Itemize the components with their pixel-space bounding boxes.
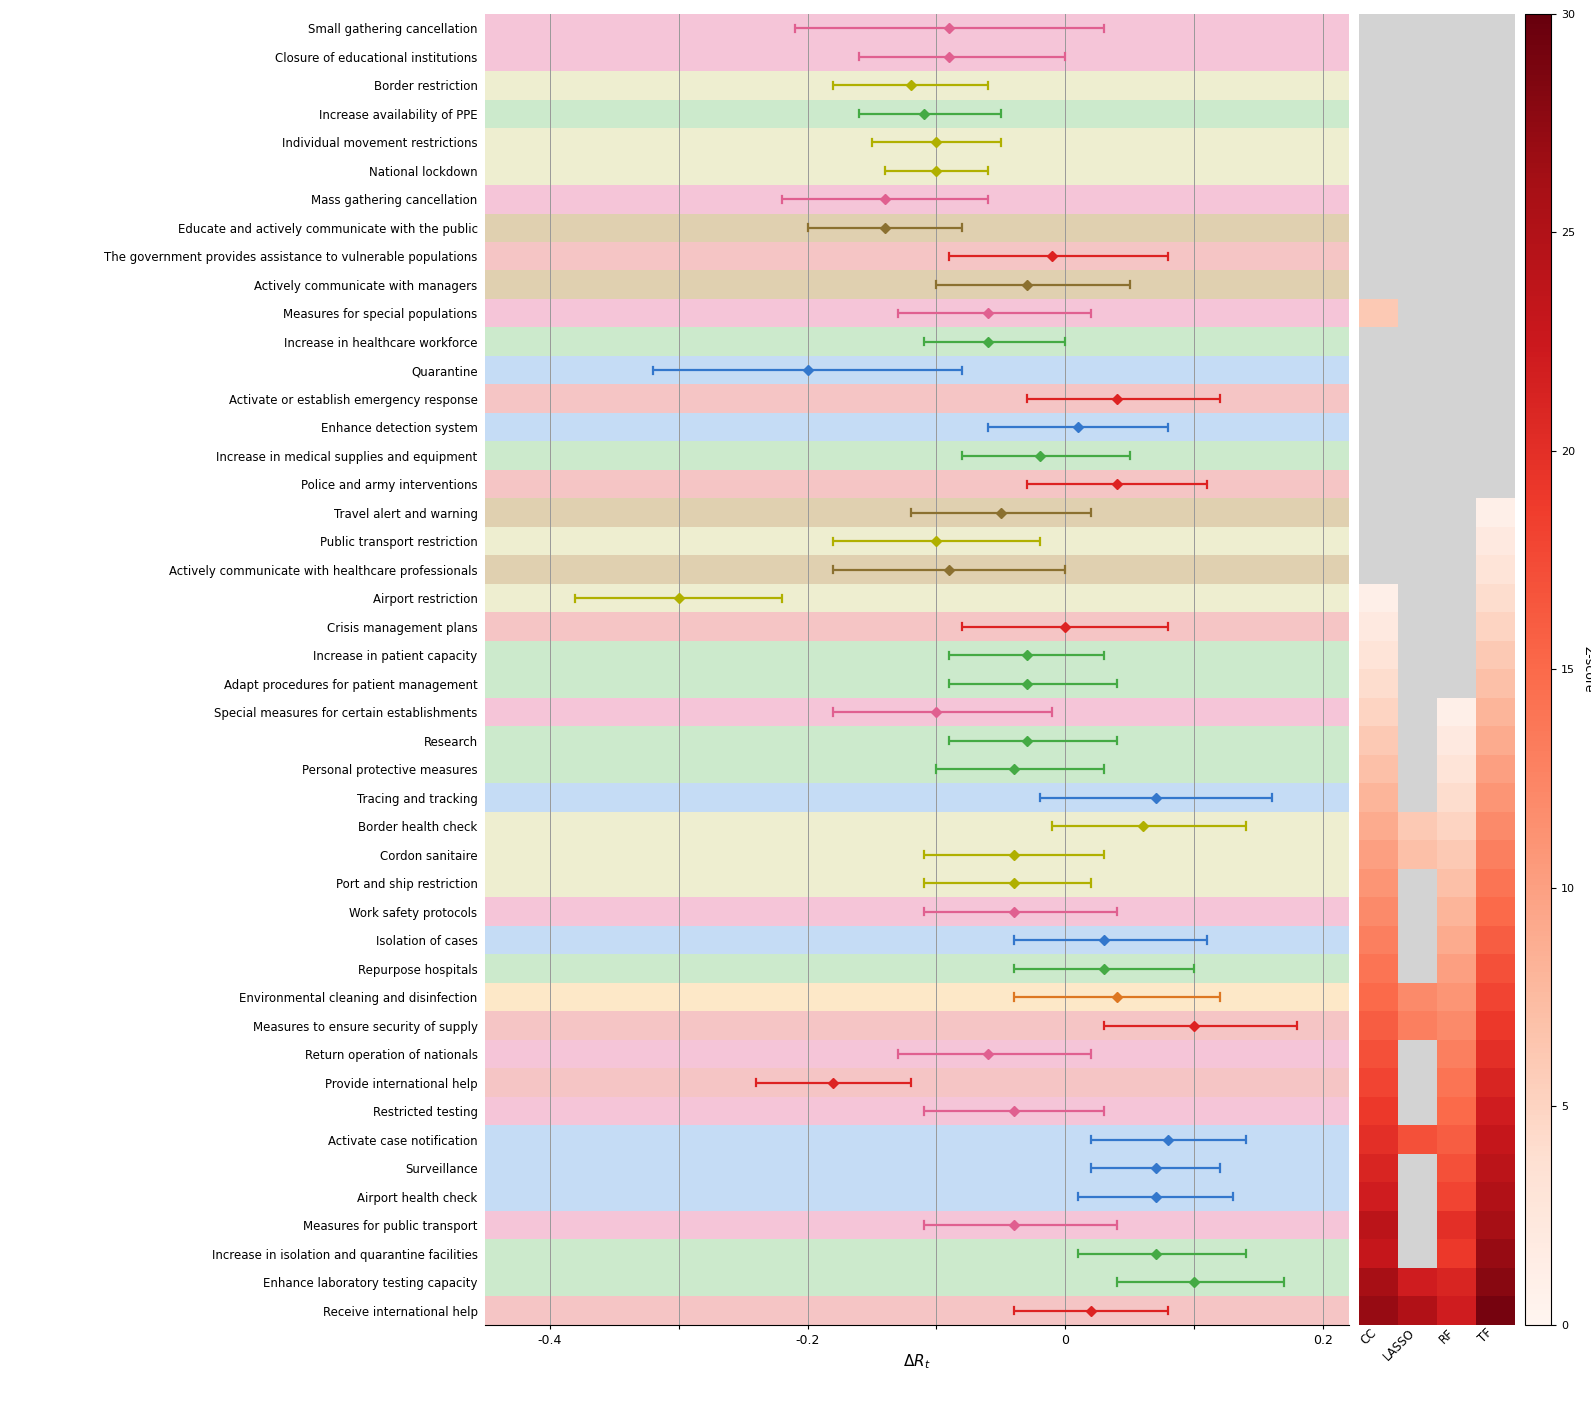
Bar — [1359, 243, 1515, 271]
Bar — [1359, 555, 1515, 585]
Bar — [1359, 1096, 1515, 1126]
Bar — [1359, 499, 1515, 527]
Bar — [485, 243, 1349, 271]
Bar — [485, 784, 1349, 812]
Bar — [485, 384, 1349, 414]
Bar — [485, 613, 1349, 641]
Bar — [1359, 1068, 1515, 1096]
Bar — [1359, 869, 1515, 897]
Bar — [485, 100, 1349, 128]
Bar — [1359, 328, 1515, 356]
Bar — [1359, 442, 1515, 470]
Bar — [1359, 299, 1515, 328]
Bar — [1359, 100, 1515, 128]
Bar — [485, 299, 1349, 328]
Bar — [485, 754, 1349, 784]
Bar — [1359, 42, 1515, 72]
Bar — [485, 1239, 1349, 1267]
Bar — [485, 128, 1349, 157]
Bar — [1359, 812, 1515, 840]
Bar — [1359, 754, 1515, 784]
Bar — [485, 698, 1349, 726]
Bar — [485, 1011, 1349, 1040]
Bar — [1359, 1154, 1515, 1182]
Bar — [1359, 128, 1515, 157]
Bar — [1359, 1126, 1515, 1154]
Bar — [485, 812, 1349, 840]
Bar — [485, 442, 1349, 470]
Bar — [1359, 1011, 1515, 1040]
Bar — [1359, 356, 1515, 384]
Bar — [485, 499, 1349, 527]
Bar — [1359, 669, 1515, 698]
Bar — [1359, 840, 1515, 869]
Bar — [485, 1040, 1349, 1068]
Bar — [1359, 157, 1515, 185]
Bar — [1359, 784, 1515, 812]
Bar — [485, 356, 1349, 384]
Bar — [1359, 470, 1515, 499]
Bar — [485, 869, 1349, 897]
Bar — [1359, 925, 1515, 955]
Bar — [485, 1267, 1349, 1297]
Bar — [485, 1126, 1349, 1154]
Bar — [485, 157, 1349, 185]
Bar — [485, 955, 1349, 983]
Bar — [485, 1297, 1349, 1325]
Bar — [1359, 185, 1515, 213]
Bar — [1359, 897, 1515, 925]
Bar — [485, 470, 1349, 499]
Bar — [485, 925, 1349, 955]
Bar — [1359, 698, 1515, 726]
Bar — [1359, 955, 1515, 983]
Bar — [485, 1096, 1349, 1126]
Y-axis label: Z-score: Z-score — [1581, 646, 1591, 693]
Bar — [485, 271, 1349, 299]
Bar — [1359, 527, 1515, 555]
Bar — [485, 72, 1349, 100]
Bar — [1359, 726, 1515, 754]
Bar — [1359, 1040, 1515, 1068]
X-axis label: $\Delta R_t$: $\Delta R_t$ — [904, 1353, 931, 1371]
Bar — [485, 527, 1349, 555]
Bar — [485, 897, 1349, 925]
Bar — [1359, 983, 1515, 1011]
Bar — [1359, 271, 1515, 299]
Bar — [1359, 641, 1515, 670]
Bar — [485, 669, 1349, 698]
Bar — [485, 14, 1349, 42]
Bar — [485, 1211, 1349, 1239]
Bar — [1359, 384, 1515, 414]
Bar — [1359, 72, 1515, 100]
Bar — [1359, 14, 1515, 42]
Bar — [1359, 585, 1515, 613]
Bar — [1359, 1182, 1515, 1211]
Bar — [485, 328, 1349, 356]
Bar — [485, 213, 1349, 243]
Bar — [1359, 414, 1515, 442]
Bar — [485, 414, 1349, 442]
Bar — [1359, 1239, 1515, 1267]
Bar — [485, 840, 1349, 869]
Bar — [485, 42, 1349, 72]
Bar — [1359, 1267, 1515, 1297]
Bar — [485, 983, 1349, 1011]
Bar — [485, 726, 1349, 754]
Bar — [485, 641, 1349, 670]
Bar — [485, 555, 1349, 585]
Bar — [485, 1068, 1349, 1096]
Bar — [1359, 1211, 1515, 1239]
Bar — [485, 1154, 1349, 1182]
Bar — [485, 1182, 1349, 1211]
Bar — [485, 585, 1349, 613]
Bar — [1359, 1297, 1515, 1325]
Bar — [1359, 213, 1515, 243]
Bar — [1359, 613, 1515, 641]
Bar — [485, 185, 1349, 213]
